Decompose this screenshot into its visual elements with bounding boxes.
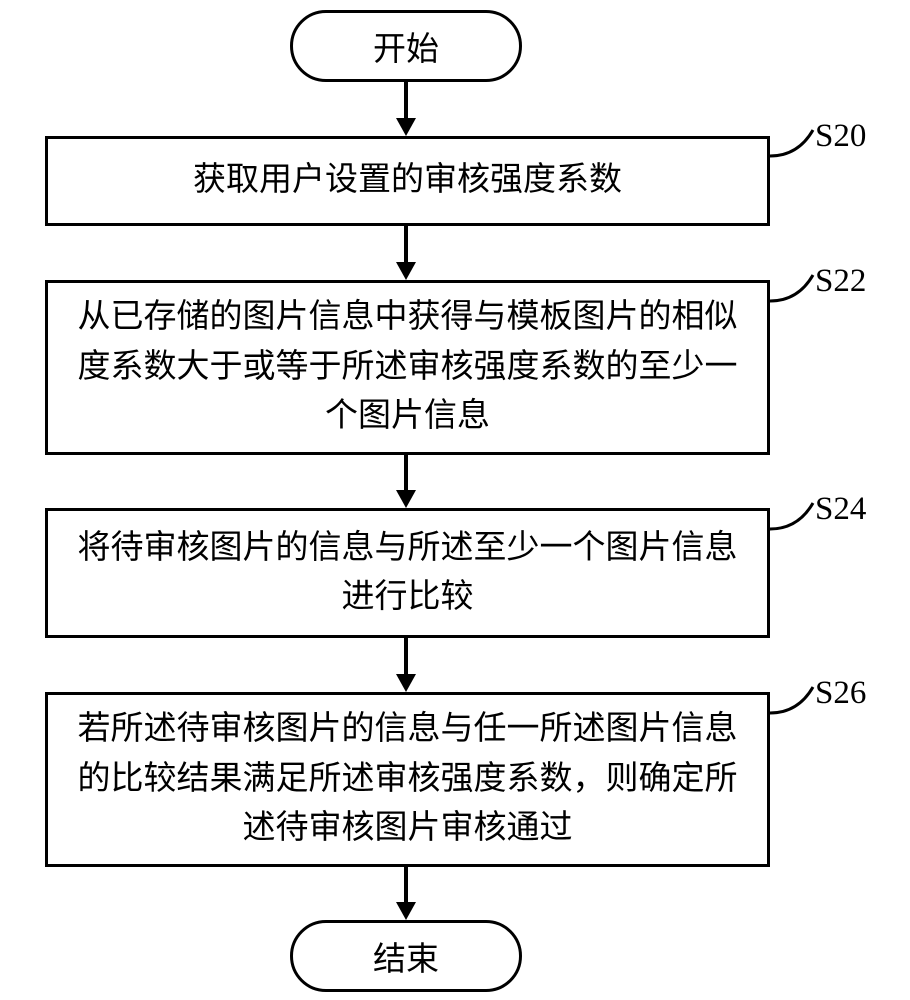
process-s26: 若所述待审核图片的信息与任一所述图片信息的比较结果满足所述审核强度系数，则确定所… [45, 692, 770, 867]
label-s20: S20 [815, 118, 866, 155]
connector-s22 [768, 273, 818, 333]
process-s20: 获取用户设置的审核强度系数 [45, 136, 770, 226]
start-text: 开始 [373, 22, 439, 70]
s24-text: 将待审核图片的信息与所述至少一个图片信息进行比较 [68, 524, 747, 623]
connector-s24 [768, 501, 818, 561]
connector-s20 [768, 128, 818, 188]
start-node: 开始 [290, 10, 522, 82]
s20-text: 获取用户设置的审核强度系数 [193, 156, 622, 206]
label-s22: S22 [815, 263, 866, 300]
process-s24: 将待审核图片的信息与所述至少一个图片信息进行比较 [45, 508, 770, 638]
flowchart-container: 开始 获取用户设置的审核强度系数 S20 从已存储的图片信息中获得与模板图片的相… [0, 0, 910, 1000]
s22-text: 从已存储的图片信息中获得与模板图片的相似度系数大于或等于所述审核强度系数的至少一… [68, 293, 747, 442]
process-s22: 从已存储的图片信息中获得与模板图片的相似度系数大于或等于所述审核强度系数的至少一… [45, 280, 770, 455]
s26-text: 若所述待审核图片的信息与任一所述图片信息的比较结果满足所述审核强度系数，则确定所… [68, 705, 747, 854]
label-s24: S24 [815, 491, 866, 528]
connector-s26 [768, 685, 818, 745]
end-node: 结束 [290, 920, 522, 992]
label-s26: S26 [815, 675, 866, 712]
end-text: 结束 [373, 932, 439, 980]
